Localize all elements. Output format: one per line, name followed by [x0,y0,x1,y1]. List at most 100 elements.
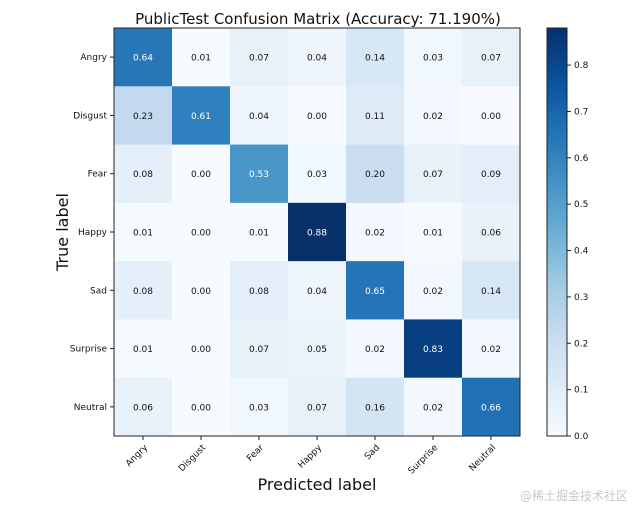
cell-value-label: 0.07 [423,170,443,180]
cell-value-label: 0.07 [307,403,327,413]
heatmap-cell [462,86,521,145]
cell-value-label: 0.00 [307,112,327,122]
cell-value-label: 0.09 [481,170,501,180]
x-tick-label: Happy [297,443,325,471]
cell-value-label: 0.08 [133,287,153,297]
cell-value-label: 0.01 [133,229,153,239]
cell-value-label: 0.02 [423,403,443,413]
heatmap-cell [172,319,231,379]
x-tick-label: Fear [245,443,266,464]
cell-value-label: 0.02 [365,229,385,239]
cell-value-label: 0.16 [365,403,385,413]
colorbar-ticks: 0.0 0.1 0.2 0.3 0.4 0.5 0.6 0.7 0.8 [567,61,589,442]
colorbar-tick-label: 0.6 [574,154,589,164]
y-tick-label: Surprise [70,345,108,355]
y-tick-label: Angry [80,53,107,63]
heatmap-cell [404,202,463,262]
cell-value-label: 0.01 [133,345,153,355]
y-axis-label: True label [53,193,72,272]
watermark: @稀土掘金技术社区 [519,489,628,503]
heatmap-cell [288,319,347,379]
cell-value-label: 0.64 [133,54,153,64]
colorbar [546,27,568,437]
x-tick-labels: Angry Disgust Fear Happy Sad Surprise Neutral [124,436,498,476]
heatmap-cell [172,202,231,262]
heatmap-cell [462,261,521,320]
colorbar-tick-label: 0.7 [574,107,588,117]
heatmap-cell [462,28,521,87]
heatmap-cell [230,86,289,145]
heatmap-cell [172,28,231,87]
colorbar-tick-label: 0.4 [574,247,589,257]
colorbar-tick-label: 0.8 [574,61,589,71]
cell-value-label: 0.00 [191,403,211,413]
heatmap-cell [346,319,405,379]
cell-value-label: 0.00 [191,287,211,297]
cell-value-label: 0.01 [249,229,269,239]
heatmap-cell [404,377,463,437]
heatmap-cell [462,319,521,379]
y-tick-label: Disgust [73,111,107,121]
heatmap-cell [230,377,289,437]
cell-value-label: 0.65 [365,287,385,297]
cell-value-label: 0.00 [191,229,211,239]
cell-value-label: 0.02 [423,112,443,122]
heatmap-cell [346,377,405,437]
heatmap-cell [114,377,173,437]
x-axis-label: Predicted label [258,475,377,494]
y-tick-label: Fear [88,170,108,180]
cell-value-label: 0.08 [133,170,153,180]
cell-value-label: 0.53 [249,170,269,180]
cell-value-label: 0.83 [423,345,443,355]
heatmap-cell [230,144,289,204]
heatmap-cell [462,144,521,204]
x-tick-label: Disgust [177,443,208,474]
cell-value-label: 0.02 [423,287,443,297]
heatmap-cells: 0.64 0.01 0.07 0.04 0.14 0.03 0.07 0.23 0.61 0.04… [114,28,521,437]
heatmap-cell [462,377,521,437]
heatmap-cell [288,261,347,320]
cell-value-label: 0.14 [481,287,501,297]
cell-value-label: 0.61 [191,112,211,122]
heatmap-cell [172,86,231,145]
heatmap-cell [230,28,289,87]
heatmap-cell [114,28,173,87]
heatmap-cell [114,144,173,204]
cell-value-label: 0.07 [481,54,501,64]
heatmap-cell [404,28,463,87]
x-tick-label: Neutral [468,443,499,474]
heatmap-cell [404,319,463,379]
x-tick-label: Surprise [407,443,441,477]
heatmap-cell [172,144,231,204]
cell-value-label: 0.00 [191,170,211,180]
cell-value-label: 0.00 [191,345,211,355]
heatmap-cell [462,202,521,262]
cell-value-label: 0.02 [481,345,501,355]
heatmap-cell [346,86,405,145]
heatmap-cell [288,28,347,87]
heatmap-cell [288,377,347,437]
heatmap-cell [288,86,347,145]
heatmap-cell [172,261,231,320]
chart-title: PublicTest Confusion Matrix (Accuracy: 7… [135,10,501,28]
cell-value-label: 0.07 [249,345,269,355]
cell-value-label: 0.03 [423,54,443,64]
cell-value-label: 0.03 [249,403,269,413]
heatmap-cell [288,202,347,262]
heatmap-cell [230,319,289,379]
heatmap-cell [172,377,231,437]
cell-value-label: 0.88 [307,229,327,239]
colorbar-tick-label: 0.0 [574,432,589,442]
y-tick-label: Happy [78,228,108,238]
colorbar-tick-label: 0.5 [574,200,588,210]
cell-value-label: 0.02 [365,345,385,355]
cell-value-label: 0.05 [307,345,327,355]
cell-value-label: 0.23 [133,112,153,122]
cell-value-label: 0.66 [481,403,501,413]
cell-value-label: 0.01 [423,229,443,239]
y-tick-labels: Angry Disgust Fear Happy Sad Surprise Neutral [70,53,114,413]
cell-value-label: 0.06 [133,403,153,413]
heatmap-cell [230,202,289,262]
cell-value-label: 0.03 [307,170,327,180]
